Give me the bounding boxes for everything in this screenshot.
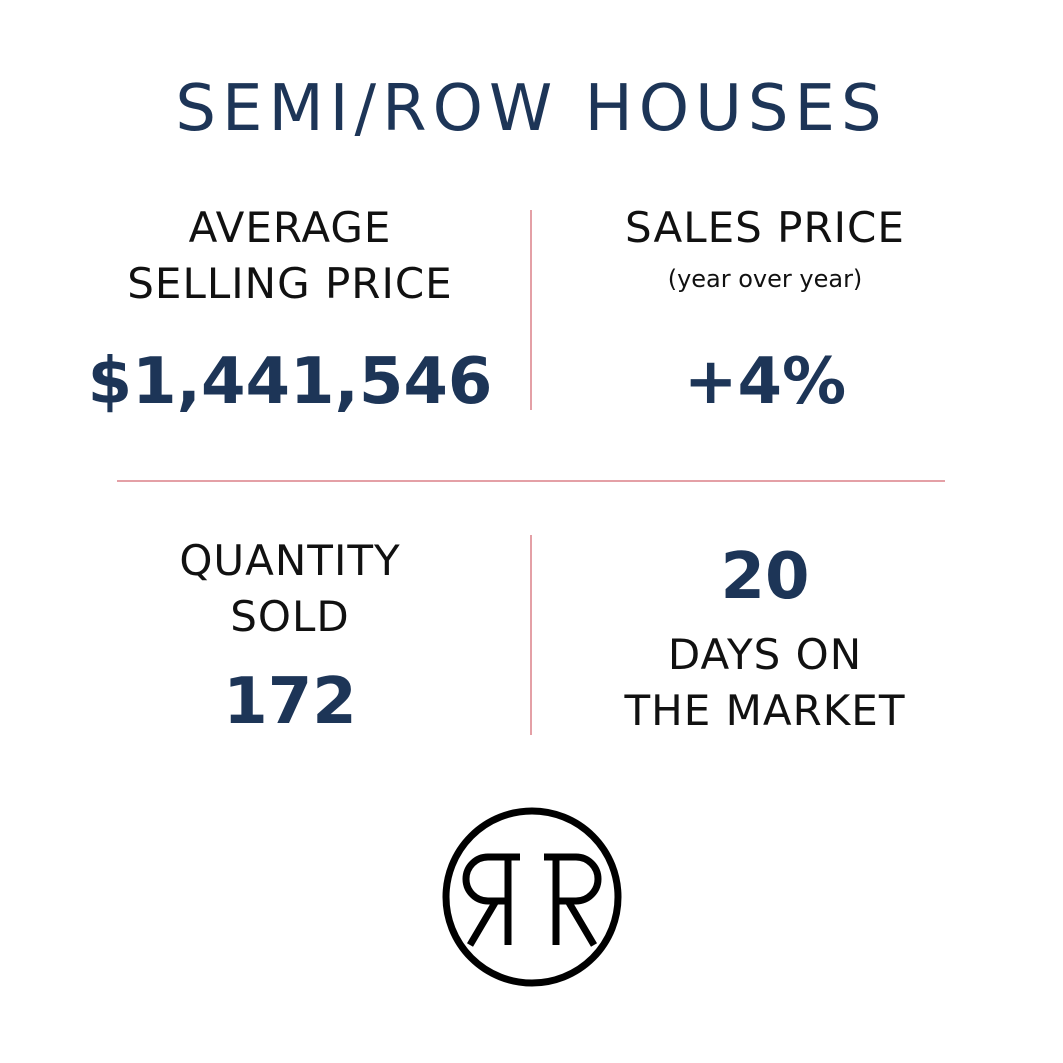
- label-line: SELLING PRICE: [127, 259, 453, 308]
- divider: [530, 210, 532, 410]
- label-line: SOLD: [230, 592, 350, 641]
- divider: [530, 535, 532, 735]
- stat-value: 20: [720, 540, 810, 614]
- stat-label: DAYS ON THE MARKET: [540, 627, 990, 739]
- label-line: DAYS ON: [667, 630, 863, 679]
- title: SEMI/ROW HOUSES: [175, 72, 888, 146]
- stat-note: (year over year): [667, 265, 863, 293]
- stat-label: AVERAGE SELLING PRICE: [60, 200, 520, 312]
- label-line: QUANTITY: [179, 536, 401, 585]
- stat-value: 172: [223, 665, 357, 739]
- stat-label: SALES PRICE: [625, 203, 905, 252]
- stat-label: QUANTITY SOLD: [60, 533, 520, 645]
- divider: [117, 480, 945, 482]
- label-line: THE MARKET: [624, 686, 906, 735]
- label-line: AVERAGE: [188, 203, 392, 252]
- stat-value: $1,441,546: [87, 345, 493, 419]
- stat-value: +4%: [683, 345, 847, 419]
- logo: [442, 807, 622, 987]
